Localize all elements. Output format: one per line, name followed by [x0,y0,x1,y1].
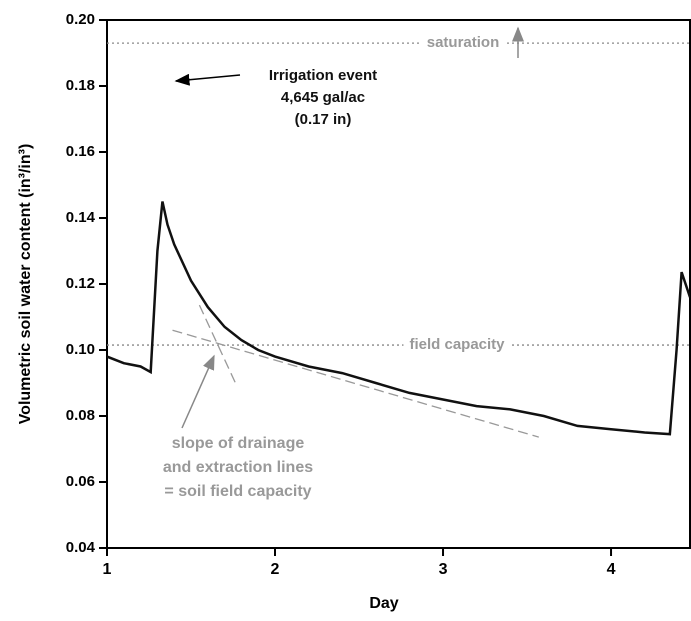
tangent-line [172,329,539,438]
reference-label: saturation [427,34,500,51]
y-tick-label: 0.08 [66,407,95,424]
annotation-text: slope of drainage [172,435,305,452]
annotation-text: = soil field capacity [164,483,311,500]
y-tick-label: 0.18 [66,77,95,94]
annotation-text: (0.17 in) [295,111,352,128]
annotation-text: 4,645 gal/ac [281,89,365,106]
y-tick-label: 0.06 [66,473,95,490]
y-tick-label: 0.20 [66,11,95,28]
y-tick-label: 0.04 [66,539,96,556]
label-background [420,34,506,52]
annotation-text: and extraction lines [163,459,313,476]
x-tick-label: 2 [271,561,280,578]
x-axis-label: Day [369,595,398,612]
y-tick-label: 0.14 [66,209,96,226]
annotation-arrow [174,73,241,86]
y-tick-label: 0.10 [66,341,95,358]
y-tick-label: 0.16 [66,143,95,160]
x-tick-label: 4 [607,561,616,578]
annotation-arrow [181,354,215,429]
annotation-text: Irrigation event [269,67,377,84]
data-line [107,201,690,436]
y-tick-label: 0.12 [66,275,95,292]
x-tick-label: 1 [103,561,112,578]
reference-label: field capacity [409,336,505,353]
y-axis-label: Volumetric soil water content (in³/in³) [17,144,34,425]
label-background [403,336,512,354]
x-tick-label: 3 [439,561,448,578]
